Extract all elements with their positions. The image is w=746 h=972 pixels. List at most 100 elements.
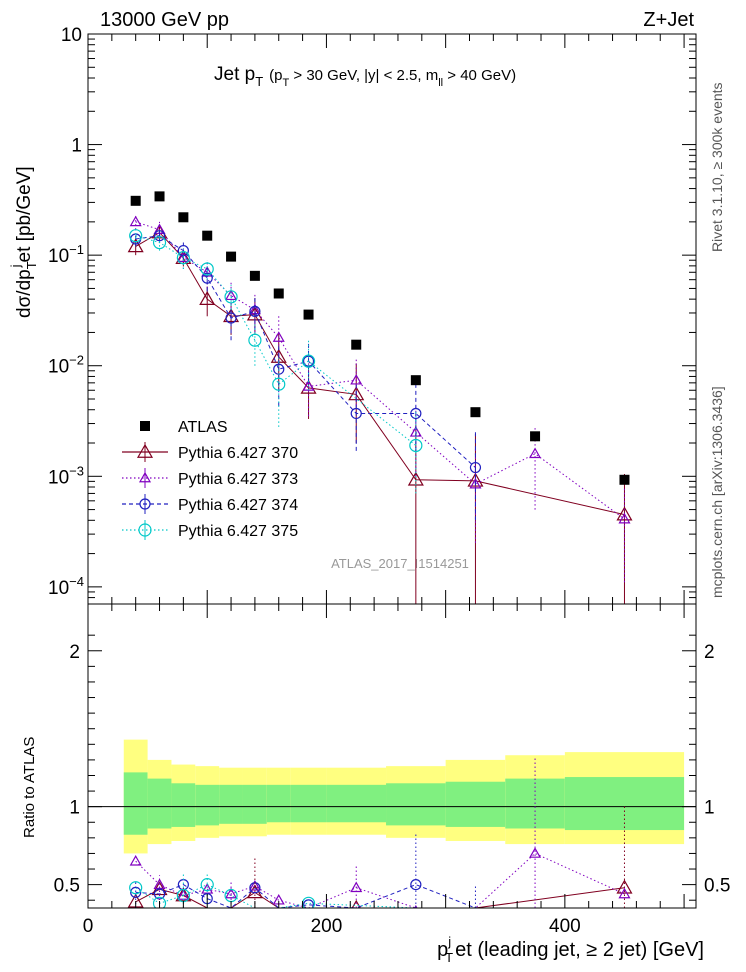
series-atlas-point — [619, 474, 630, 485]
process-label: Z+Jet — [643, 9, 694, 31]
series-pythia-6-427-370-point — [223, 308, 240, 323]
uncertainty-band-inner — [195, 784, 220, 826]
series-373-point — [529, 847, 542, 858]
series-373-point — [248, 879, 261, 891]
main-frame — [87, 33, 697, 605]
title-sub: T — [255, 74, 263, 89]
series-pythia-6-427-375-line — [135, 235, 417, 446]
series-atlas-point — [249, 270, 260, 281]
ratio-ytick-label-right: 1 — [704, 798, 715, 819]
series-pythia-6-427-375-point — [129, 229, 143, 243]
series-370-point — [409, 935, 423, 947]
ratio-ylabel: Ratio to ATLAS — [21, 737, 38, 838]
series-atlas-point — [530, 431, 541, 442]
series-atlas-point — [410, 375, 421, 386]
title-paren-1: (p — [269, 67, 282, 84]
series-atlas-point — [226, 251, 237, 262]
legend-pythia-6-427-373-label: Pythia 6.427 373 — [178, 471, 298, 488]
series-374-point — [302, 899, 315, 908]
xtick-label: 200 — [311, 916, 343, 937]
series-375-point — [249, 916, 261, 928]
series-pythia-6-427-370-point — [127, 238, 144, 253]
uncertainty-band-inner — [219, 784, 243, 824]
series-pythia-6-427-374-line — [135, 235, 476, 468]
legend-pythia-6-427-374-marker — [139, 498, 151, 510]
ytick-label: 1 — [71, 136, 82, 157]
ytick-label: 10 — [61, 25, 82, 46]
series-375-point — [129, 881, 143, 895]
series-pythia-6-427-370-point — [616, 506, 633, 521]
legend-atlas-marker — [140, 421, 150, 431]
uncertainty-band-inner — [445, 781, 506, 827]
series-atlas-point — [178, 212, 189, 223]
series-pythia-6-427-370-point — [199, 290, 216, 306]
series-370-point — [175, 887, 192, 902]
series-pythia-6-427-375-point — [409, 438, 423, 453]
title-paren-sub: T — [283, 77, 290, 89]
xtick-label: 400 — [549, 916, 581, 937]
series-pythia-6-427-373-point — [129, 215, 142, 227]
series-pythia-6-427-374-point — [350, 407, 362, 420]
series-pythia-6-427-375-point — [272, 377, 286, 391]
ytick-label: 10−3 — [48, 463, 84, 488]
plot-title: Jet pT (pT > 30 GeV, |y| < 2.5, mll > 40 … — [214, 64, 516, 89]
series-370-point — [224, 910, 238, 922]
series-374-point — [274, 925, 284, 935]
series-pythia-6-427-373-point — [469, 477, 482, 489]
xtick-label: 0 — [83, 916, 94, 937]
uncertainty-band-inner — [290, 784, 327, 823]
series-375-point — [273, 933, 285, 945]
energy-label: 13000 GeV pp — [100, 9, 229, 31]
series-pythia-6-427-374-point — [153, 230, 166, 242]
ytick-label: 10−1 — [48, 242, 84, 267]
series-pythia-6-427-375-point — [200, 262, 214, 276]
uncertainty-band-inner — [326, 784, 387, 823]
ratio-ytick-label: 2 — [69, 642, 80, 663]
series-pythia-6-427-375-point — [248, 333, 262, 347]
series-370-point — [468, 918, 482, 930]
source-label: mcplots.cern.ch [arXiv:1306.3436] — [709, 386, 725, 598]
rivet-label: Rivet 3.1.10, ≥ 300k events — [709, 82, 725, 252]
series-pythia-6-427-373-point — [618, 512, 631, 524]
series-atlas-point — [202, 230, 213, 241]
series-pythia-6-427-374-point — [201, 272, 213, 284]
series-373-point — [153, 878, 166, 889]
series-370-point — [272, 913, 286, 925]
series-370-point — [616, 879, 633, 894]
uncertainty-band-inner — [171, 783, 196, 827]
series-375-line — [135, 884, 416, 908]
series-375-point — [410, 916, 422, 928]
ratio-ytick-label-right: 0.5 — [704, 876, 730, 897]
series-373-line — [135, 852, 625, 908]
watermark: ATLAS_2017_I1514251 — [331, 556, 469, 571]
ytick-label: 10−4 — [48, 574, 84, 599]
series-pythia-6-427-373-point — [350, 373, 363, 385]
series-atlas-point — [130, 195, 141, 206]
legend-pythia-6-427-370-label: Pythia 6.427 370 — [178, 445, 298, 462]
series-pythia-6-427-374-point — [469, 461, 482, 474]
title-paren-2: > 30 GeV, |y| < 2.5, m — [289, 67, 438, 84]
series-370-point — [200, 913, 214, 925]
legend-pythia-6-427-375-marker — [138, 523, 152, 537]
ratio-ytick-label: 1 — [69, 798, 80, 819]
uncertainty-band-inner — [242, 784, 267, 824]
series-pythia-6-427-375-point — [176, 251, 190, 265]
title-main: Jet p — [214, 64, 255, 85]
title-paren-3: > 40 GeV) — [443, 67, 516, 84]
legend-pythia-6-427-370-marker — [136, 443, 154, 458]
legend-pythia-6-427-374-label: Pythia 6.427 374 — [178, 497, 298, 514]
title-paren-sub2: ll — [438, 77, 443, 89]
uncertainty-band-inner — [123, 772, 148, 835]
ytick-label: 10−2 — [48, 353, 84, 378]
ratio-ytick-label: 0.5 — [54, 876, 80, 897]
series-atlas-point — [154, 191, 165, 202]
series-pythia-6-427-375-point — [301, 354, 316, 368]
series-373-point — [201, 883, 214, 894]
series-atlas-point — [303, 309, 314, 320]
legend-pythia-6-427-373-marker — [138, 471, 152, 483]
series-374-point — [351, 920, 361, 930]
series-373-point — [225, 887, 238, 899]
series-374-point — [472, 907, 479, 908]
legend: ATLAS Pythia 6.427 370 Pythia 6.427 373 Pyt… — [122, 419, 298, 540]
